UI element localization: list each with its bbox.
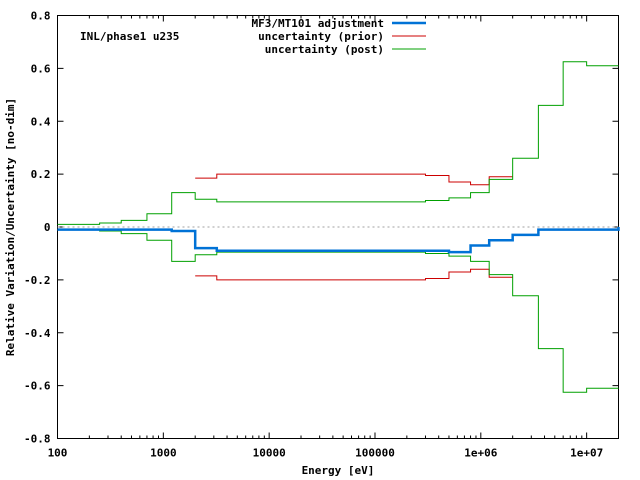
y-tick-label: 0.8 bbox=[31, 10, 51, 23]
y-tick-label: -0.4 bbox=[24, 327, 51, 340]
series-uncertainty-post-lower bbox=[57, 229, 619, 393]
y-tick-label: 0.4 bbox=[31, 115, 51, 128]
legend-label: MF3/MT101 adjustment bbox=[252, 17, 384, 30]
plot-annotation: INL/phase1 u235 bbox=[80, 30, 179, 43]
y-tick-label: 0 bbox=[44, 221, 51, 234]
y-tick-label: 0.6 bbox=[31, 62, 51, 75]
x-tick-label: 10000 bbox=[253, 447, 286, 460]
y-tick-label: -0.6 bbox=[24, 380, 51, 393]
y-tick-label: -0.2 bbox=[24, 274, 51, 287]
y-tick-label: 0.2 bbox=[31, 168, 51, 181]
x-tick-label: 100 bbox=[48, 447, 68, 460]
x-tick-label: 1000 bbox=[150, 447, 177, 460]
x-tick-label: 100000 bbox=[355, 447, 395, 460]
series-uncertainty-prior-lower bbox=[195, 268, 513, 281]
series-mf3-mt101-adjustment bbox=[57, 227, 620, 254]
x-tick-label: 1e+06 bbox=[464, 447, 497, 460]
legend-label: uncertainty (prior) bbox=[258, 30, 384, 43]
x-tick-label: 1e+07 bbox=[570, 447, 603, 460]
series-uncertainty-prior-upper bbox=[195, 173, 513, 186]
series-uncertainty-post-upper bbox=[57, 61, 619, 225]
y-axis-title: Relative Variation/Uncertainty [no-dim] bbox=[4, 98, 17, 356]
legend-label: uncertainty (post) bbox=[265, 43, 384, 56]
x-axis-title: Energy [eV] bbox=[302, 464, 375, 477]
series-layer bbox=[57, 61, 620, 393]
y-tick-label: -0.8 bbox=[24, 433, 51, 446]
